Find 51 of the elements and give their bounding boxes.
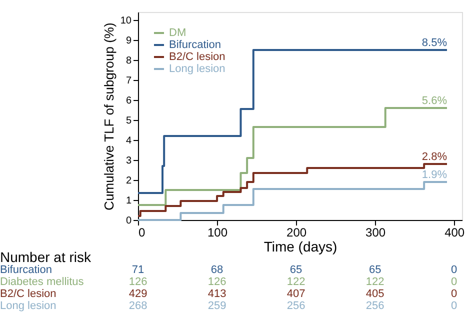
text: Number at risk (0, 249, 92, 265)
text: 256 (366, 300, 384, 312)
text: 0 (451, 264, 458, 276)
legend-label: Bifurcation (169, 39, 221, 51)
legend-label: Long lesion (169, 63, 226, 75)
text: 65 (368, 264, 382, 276)
x-tick-label: 300 (366, 226, 386, 240)
y-tick-label: 7 (126, 76, 132, 86)
text: 429 (128, 288, 148, 300)
text: 122 (286, 276, 306, 288)
text: 407 (286, 288, 306, 300)
text: 126 (208, 276, 226, 288)
y-tick-label: 9 (126, 36, 132, 46)
text: 65 (290, 264, 302, 276)
x-tick-label: 200 (286, 226, 307, 240)
text: 268 (128, 300, 148, 312)
text: 126 (128, 276, 148, 288)
text: 405 (366, 288, 384, 300)
y-tick-label: 1 (126, 196, 132, 206)
y-tick-label: 0 (126, 216, 132, 226)
text: 0 (451, 288, 458, 300)
text: 0 (451, 300, 458, 312)
text: 256 (286, 300, 306, 312)
text: 259 (208, 300, 226, 312)
text: Diabetes mellitus (0, 276, 84, 288)
y-axis-title: Cumulative TLF of subgroup (%) (101, 22, 116, 210)
data-label: 1.9% (422, 169, 448, 181)
x-tick-label: 0 (138, 226, 146, 240)
text: 122 (366, 276, 384, 288)
x-tick-label: 100 (208, 226, 228, 240)
y-tick-label: 5 (126, 116, 132, 126)
text: Bifurcation (0, 264, 52, 276)
x-tick-label: 400 (444, 226, 465, 240)
data-label: 5.6% (422, 95, 448, 107)
data-label: 8.5% (422, 37, 448, 49)
text: 0 (451, 276, 458, 288)
y-tick-label: 3 (126, 156, 132, 166)
text: Long lesion (0, 300, 56, 312)
text: 413 (208, 288, 226, 300)
x-axis-title: Time (days) (264, 238, 338, 254)
y-tick-label: 6 (126, 96, 132, 106)
text: 68 (210, 264, 224, 276)
y-tick-label: 10 (120, 16, 132, 26)
y-tick-label: 2 (126, 176, 132, 186)
y-tick-label: 8 (126, 56, 132, 66)
legend-label: DM (169, 27, 186, 39)
legend-label: B2/C lesion (169, 51, 226, 63)
text: 71 (132, 264, 144, 276)
text: B2/C lesion (0, 288, 56, 300)
y-tick-label: 4 (126, 136, 132, 146)
data-label: 2.8% (422, 151, 448, 163)
